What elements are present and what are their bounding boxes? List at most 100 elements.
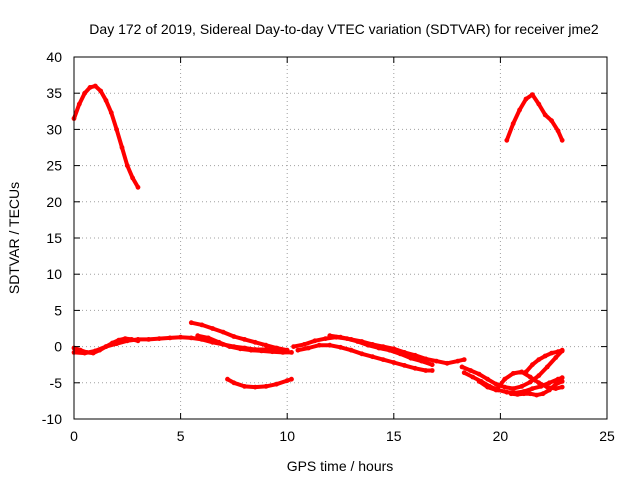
data-point (252, 339, 258, 345)
data-point (103, 344, 109, 349)
data-point (485, 376, 490, 382)
data-point (84, 350, 90, 355)
data-point (188, 320, 194, 326)
data-point (76, 101, 82, 107)
data-point (116, 337, 122, 343)
x-tick-label: 20 (493, 428, 509, 444)
data-point (485, 384, 490, 390)
y-tick-label: 10 (46, 266, 62, 282)
data-point (370, 342, 375, 347)
data-point (108, 110, 114, 116)
data-point (263, 384, 269, 389)
data-point (510, 386, 516, 391)
y-tick-label: 25 (46, 158, 62, 174)
data-point (527, 379, 533, 385)
data-point (540, 391, 546, 397)
data-point (114, 126, 119, 132)
data-point (323, 336, 328, 341)
data-point (408, 355, 414, 361)
data-point (156, 336, 162, 341)
data-point (402, 363, 407, 368)
data-point (178, 334, 184, 340)
data-point (536, 101, 542, 107)
data-point (370, 354, 375, 360)
data-point (274, 381, 279, 387)
data-point (536, 380, 542, 386)
data-point (97, 347, 102, 353)
data-point (135, 338, 141, 344)
data-point (559, 379, 565, 384)
data-point (530, 92, 535, 97)
y-tick-label: 35 (46, 85, 62, 101)
data-point (263, 342, 269, 348)
data-point (510, 371, 516, 376)
data-point (504, 389, 510, 395)
data-point (508, 391, 514, 397)
data-point (242, 384, 248, 389)
data-point (468, 368, 473, 373)
data-point (129, 337, 135, 342)
data-point (195, 333, 201, 339)
data-point (429, 362, 435, 368)
series-arc-2 (504, 92, 565, 143)
data-point (227, 344, 233, 349)
x-tick-label: 10 (279, 428, 295, 444)
data-point (504, 137, 510, 143)
data-point (553, 381, 559, 387)
data-point (523, 369, 529, 375)
data-point (461, 357, 467, 362)
data-point (348, 347, 354, 353)
y-tick-label: 20 (46, 194, 62, 210)
data-point (295, 347, 301, 353)
data-point (327, 333, 333, 339)
data-point (231, 380, 237, 386)
data-point (502, 384, 508, 390)
grid (74, 57, 607, 419)
data-point (124, 163, 130, 169)
data-point (284, 378, 290, 383)
series-arc-7 (225, 377, 294, 390)
data-point (110, 340, 115, 346)
data-point (423, 368, 429, 373)
data-point (306, 345, 311, 351)
data-point (530, 386, 535, 391)
y-tick-label: 15 (46, 230, 62, 246)
data-point (519, 384, 525, 389)
data-point (510, 121, 516, 126)
data-point (348, 337, 354, 342)
data-point (476, 371, 482, 377)
data-point (423, 356, 429, 362)
data-point (527, 391, 533, 397)
data-point (248, 347, 254, 353)
data-point (237, 346, 243, 352)
data-point (119, 145, 125, 150)
data-point (82, 90, 88, 96)
data-point (536, 373, 542, 378)
data-point (555, 349, 561, 355)
data-point (555, 376, 561, 382)
data-point (359, 339, 365, 344)
data-point (220, 329, 226, 335)
data-point (412, 365, 418, 371)
data-point (549, 118, 554, 124)
data-point (559, 384, 565, 390)
y-tick-label: 5 (54, 302, 62, 318)
y-tick-label: 40 (46, 49, 62, 65)
data-point (547, 387, 552, 393)
y-tick-label: -10 (42, 411, 62, 427)
data-point (205, 335, 211, 341)
data-point (534, 392, 539, 398)
data-point (544, 364, 550, 370)
data-point (327, 342, 333, 348)
data-point (542, 353, 548, 359)
data-point (429, 368, 435, 373)
data-point (316, 342, 322, 348)
series-layer (71, 83, 565, 398)
data-point (90, 350, 96, 356)
data-point (338, 344, 343, 350)
data-point (252, 384, 258, 390)
data-point (455, 358, 461, 364)
chart-title: Day 172 of 2019, Sidereal Day-to-day VTE… (89, 21, 599, 37)
data-point (122, 336, 128, 341)
